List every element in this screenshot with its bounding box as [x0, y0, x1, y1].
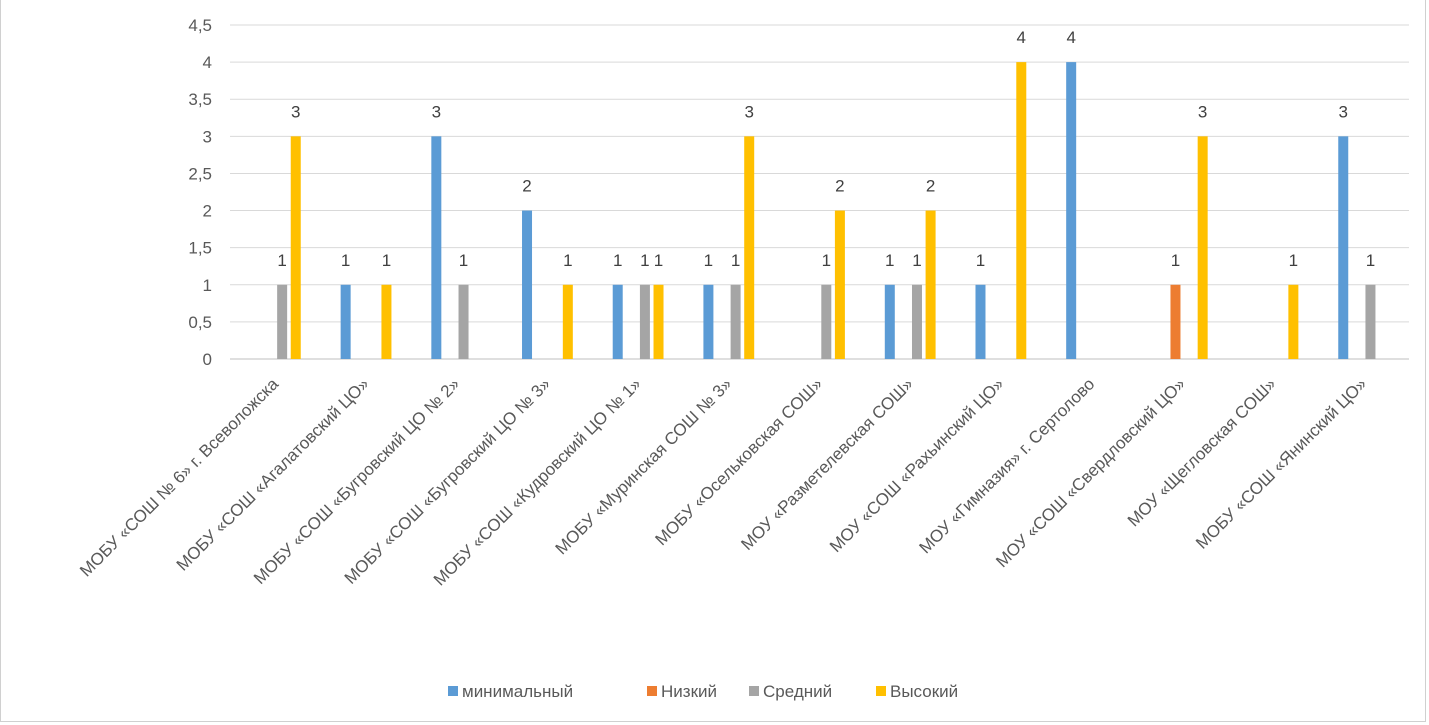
legend-label: Высокий — [890, 682, 958, 701]
data-label: 1 — [382, 251, 391, 270]
legend-label: Низкий — [661, 682, 717, 701]
data-label: 1 — [563, 251, 572, 270]
legend-label: Средний — [763, 682, 832, 701]
bar — [1170, 284, 1181, 359]
data-label: 1 — [731, 251, 740, 270]
y-tick-label: 4,5 — [188, 16, 212, 35]
legend-swatch — [749, 686, 759, 696]
y-tick-label: 1 — [203, 276, 212, 295]
bar — [1197, 136, 1208, 359]
y-tick-label: 1,5 — [188, 239, 212, 258]
data-label: 1 — [341, 251, 350, 270]
bar — [730, 284, 741, 359]
gridlines — [230, 24, 1409, 360]
legend-label: минимальный — [462, 682, 573, 701]
y-tick-label: 0 — [203, 350, 212, 369]
y-tick-label: 2,5 — [188, 164, 212, 183]
data-label: 3 — [432, 102, 441, 121]
legend: минимальный Низкий Средний Высокий — [448, 682, 958, 701]
data-label: 1 — [1366, 251, 1375, 270]
bar — [1365, 284, 1376, 359]
data-label: 1 — [459, 251, 468, 270]
bar — [458, 284, 469, 359]
category-label: МОБУ «Осельковская СОШ» — [651, 374, 826, 549]
category-label: МОБУ «СОШ № 6» г. Всеволожска — [76, 374, 282, 580]
data-label: 3 — [1339, 102, 1348, 121]
bar — [703, 284, 714, 359]
bar — [834, 210, 845, 359]
data-label: 4 — [1066, 28, 1075, 47]
category-label: МОУ «Гимназия» г. Сертолово — [915, 374, 1098, 557]
y-tick-label: 2 — [203, 202, 212, 221]
bar — [381, 284, 392, 359]
data-label: 1 — [640, 251, 649, 270]
category-label: МОБУ «СОШ «Янинский ЦО» — [1192, 374, 1370, 552]
data-label: 3 — [291, 102, 300, 121]
data-label: 1 — [976, 251, 985, 270]
category-label: МОБУ «СОШ «Агалатовский ЦО» — [173, 374, 373, 574]
bar — [1338, 136, 1349, 359]
bar — [925, 210, 936, 359]
data-label: 4 — [1017, 28, 1026, 47]
bar — [639, 284, 650, 359]
legend-swatch — [647, 686, 657, 696]
data-label: 3 — [1198, 102, 1207, 121]
y-axis-tick-labels: 0 0,5 1 1,5 2 2,5 3 3,5 4 4,5 — [188, 16, 212, 369]
category-label: МОБУ «СОШ «Кудровский ЦО № 1» — [430, 374, 645, 589]
data-label: 1 — [704, 251, 713, 270]
y-tick-label: 0,5 — [188, 313, 212, 332]
bar — [612, 284, 623, 359]
bar — [431, 136, 442, 359]
data-label: 3 — [744, 102, 753, 121]
bar — [340, 284, 351, 359]
category-label: МОБУ «СОШ «Бугровский ЦО № 2» — [250, 374, 463, 587]
bar — [1288, 284, 1299, 359]
data-label: 1 — [822, 251, 831, 270]
bar — [821, 284, 832, 359]
bar — [562, 284, 573, 359]
bar — [1066, 62, 1077, 359]
data-label: 1 — [912, 251, 921, 270]
data-label: 2 — [522, 177, 531, 196]
bar — [277, 284, 288, 359]
y-tick-label: 3 — [203, 127, 212, 146]
category-label: МОУ «СОШ «Рахьинский ЦО» — [826, 374, 1008, 556]
bar — [653, 284, 664, 359]
bar — [522, 210, 533, 359]
category-label: МОБУ «СОШ «Бугровский ЦО № 3» — [341, 374, 554, 587]
category-label: МОУ «Щегловская СОШ» — [1124, 374, 1280, 530]
data-label: 1 — [885, 251, 894, 270]
data-label: 2 — [926, 177, 935, 196]
data-label: 1 — [654, 251, 663, 270]
category-label: МОУ «СОШ «Свердловский ЦО» — [992, 374, 1189, 571]
data-label: 2 — [835, 177, 844, 196]
legend-swatch — [876, 686, 886, 696]
bar — [290, 136, 301, 359]
data-label: 1 — [277, 251, 286, 270]
bar — [975, 284, 986, 359]
bar — [1016, 62, 1027, 359]
y-tick-label: 3,5 — [188, 90, 212, 109]
bar — [911, 284, 922, 359]
data-label: 1 — [1289, 251, 1298, 270]
legend-swatch — [448, 686, 458, 696]
data-label: 1 — [613, 251, 622, 270]
category-label: МОУ «Разметелевская СОШ» — [737, 374, 917, 554]
category-label: МОБУ «Муринская СОШ № 3» — [552, 374, 736, 558]
data-label: 1 — [1171, 251, 1180, 270]
bar — [744, 136, 755, 359]
y-tick-label: 4 — [203, 53, 212, 72]
bar — [884, 284, 895, 359]
bars — [277, 62, 1376, 359]
